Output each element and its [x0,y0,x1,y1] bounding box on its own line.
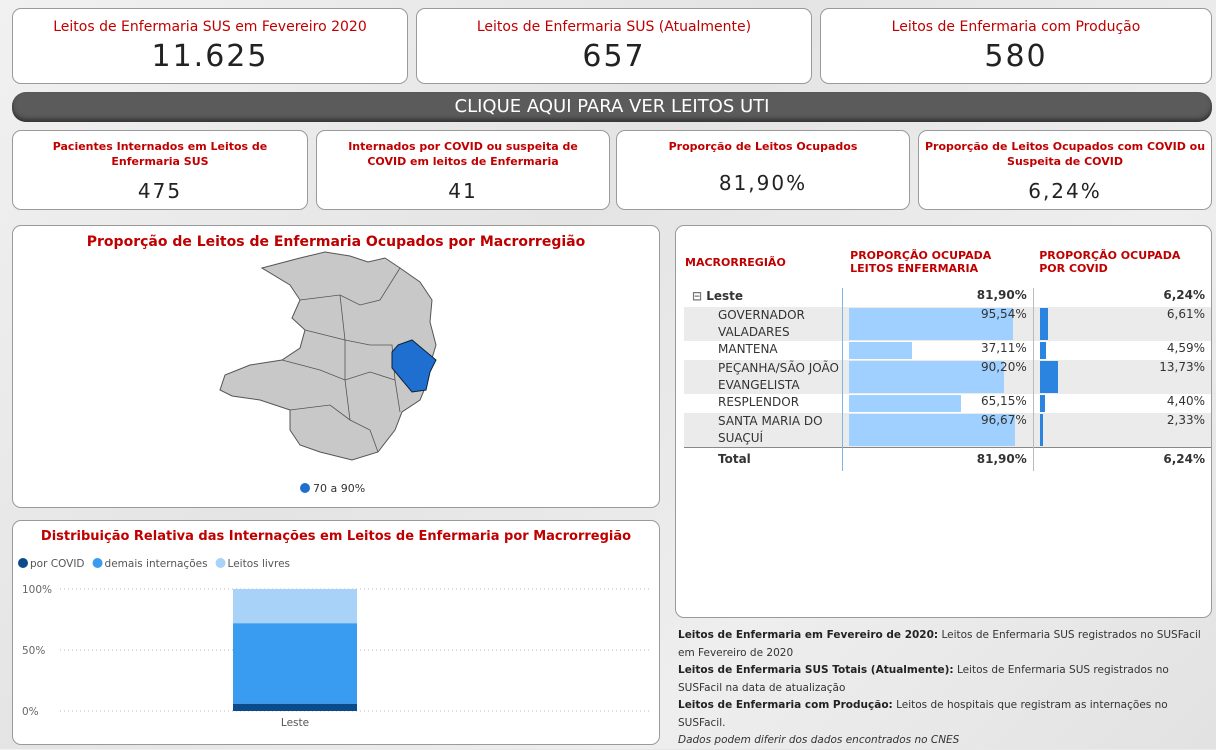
table-row: ⊟ Leste 81,90% 6,24% [684,288,1211,307]
kpi-card: Leitos de Enfermaria SUS (Atualmente) 657 [416,8,812,84]
table-row: RESPLENDOR 65,15% 4,40% [684,394,1211,413]
column-header: PROPORÇÃO OCUPADA POR COVID [1039,249,1181,275]
cell: 6,61% [1032,307,1211,341]
cell-bar [848,308,1013,340]
cell-bar [848,395,961,412]
kpi-title: Leitos de Enfermaria com Produção [891,19,1141,35]
chart-panel: Distribuição Relativa das Internações em… [12,520,660,745]
cell-value: 81,90% [976,452,1027,466]
row-name: Total [684,447,843,471]
cell: 96,67% [841,413,1034,448]
table-panel: MACRORREGIÃO PROPORÇÃO OCUPADA LEITOS EN… [675,225,1212,618]
cell: 2,33% [1032,413,1211,448]
cell-value: 6,61% [1166,307,1205,321]
cell-value: 4,59% [1166,341,1205,355]
row-name: MANTENA [718,342,778,356]
cell-value: 81,90% [976,288,1027,302]
cell-value: 96,67% [980,413,1027,427]
cell: 95,54% [841,307,1034,341]
cell-value: 6,24% [1163,288,1205,302]
table-row: PEÇANHA/SÃO JOÃO EVANGELISTA 90,20% 13,73% [684,360,1211,394]
kpi-card: Pacientes Internados em Leitos de Enferm… [12,130,308,210]
note-text: Leitos de Enfermaria SUS registrados no … [678,629,1201,659]
kpi-value: 11.625 [151,39,269,74]
kpi-title: Internados por COVID ou suspeita de COVI… [348,140,578,168]
kpi-value: 6,24% [1028,179,1102,203]
note-text: Leitos de hospitais que registram as int… [678,699,1168,729]
note-term: Leitos de Enfermaria SUS Totais (Atualme… [678,664,954,676]
cell: 37,11% [841,341,1034,360]
kpi-card: Proporção de Leitos Ocupados 81,90% [616,130,910,210]
uti-button[interactable]: CLIQUE AQUI PARA VER LEITOS UTI [12,92,1212,122]
table-row: MANTENA 37,11% 4,59% [684,341,1211,360]
kpi-title: Leitos de Enfermaria SUS em Fevereiro 20… [53,19,367,35]
cell-bar [848,342,913,359]
table-row: SANTA MARIA DO SUAÇUÍ 96,67% 2,33% [684,413,1211,448]
kpi-value: 657 [582,39,646,74]
cell: 6,24% [1032,447,1211,471]
row-name: GOVERNADOR VALADARES [684,307,843,341]
kpi-title: Proporção de Leitos Ocupados com COVID o… [924,140,1206,168]
cell-value: 65,15% [980,394,1027,408]
map-panel: Proporção de Leitos de Enfermaria Ocupad… [12,225,660,508]
cell-value: 4,40% [1166,394,1205,408]
cell: 13,73% [1032,360,1211,394]
cell-value: 2,33% [1166,413,1205,427]
cell-bar [848,414,1015,446]
kpi-card: Internados por COVID ou suspeita de COVI… [316,130,610,210]
row-name: SANTA MARIA DO SUAÇUÍ [684,413,843,448]
cell-value: 37,11% [980,341,1027,355]
row-name-text: Total [718,452,751,466]
cell: 6,24% [1032,288,1211,307]
kpi-title: Leitos de Enfermaria SUS (Atualmente) [476,19,752,35]
cell: 90,20% [841,360,1034,394]
cell: 4,40% [1032,394,1211,413]
kpi-value: 580 [984,39,1048,74]
row-name: ⊟ Leste [684,288,842,307]
cell-value: 13,73% [1159,360,1205,374]
note: Leitos de Enfermaria SUS Totais (Atualme… [678,662,1213,697]
cell-bar [1039,361,1058,393]
disclaimer: Dados podem diferir dos dados encontrado… [678,734,960,746]
column-header: PROPORÇÃO OCUPADA LEITOS ENFERMARIA [850,249,992,275]
expand-icon: ⊟ [692,289,707,303]
cell-value: 95,54% [980,307,1027,321]
kpi-value: 41 [448,179,478,203]
cell-bar [1039,414,1043,446]
kpi-value: 81,90% [718,171,808,195]
table: MACRORREGIÃO PROPORÇÃO OCUPADA LEITOS EN… [684,236,1211,471]
column-header: MACRORREGIÃO [685,255,786,269]
kpi-card: Leitos de Enfermaria com Produção 580 [820,8,1212,84]
cell-value: 6,24% [1163,452,1205,466]
cell: 65,15% [841,394,1034,413]
note: Leitos de Enfermaria com Produção: Leito… [678,697,1213,732]
chart-title: Distribuição Relativa das Internações em… [40,529,632,544]
map-title: Proporção de Leitos de Enfermaria Ocupad… [86,234,586,250]
cell-bar [1039,308,1049,340]
cell: 81,90% [841,447,1034,471]
cell: 81,90% [841,288,1034,307]
notes: Leitos de Enfermaria em Fevereiro de 202… [678,627,1213,750]
kpi-card: Leitos de Enfermaria SUS em Fevereiro 20… [12,8,408,84]
kpi-title: Pacientes Internados em Leitos de Enferm… [52,140,268,168]
table-row: GOVERNADOR VALADARES 95,54% 6,61% [684,307,1211,341]
note-term: Leitos de Enfermaria com Produção: [678,699,893,711]
row-name: PEÇANHA/SÃO JOÃO EVANGELISTA [684,360,843,394]
cell-bar [1039,395,1046,412]
table-row: Total 81,90% 6,24% [684,447,1211,471]
cell: 4,59% [1032,341,1211,360]
cell-value: 90,20% [980,360,1027,374]
note: Leitos de Enfermaria em Fevereiro de 202… [678,627,1213,662]
cell-bar [848,361,1004,393]
kpi-value: 475 [137,179,183,203]
kpi-card: Proporção de Leitos Ocupados com COVID o… [918,130,1212,210]
note-term: Leitos de Enfermaria em Fevereiro de 202… [678,629,939,641]
cell-bar [1039,342,1046,359]
kpi-title: Proporção de Leitos Ocupados [668,140,858,153]
row-name-text: Leste [706,289,744,303]
note-text: Leitos de Enfermaria SUS registrados no … [678,664,1169,694]
row-name: RESPLENDOR [718,395,800,409]
